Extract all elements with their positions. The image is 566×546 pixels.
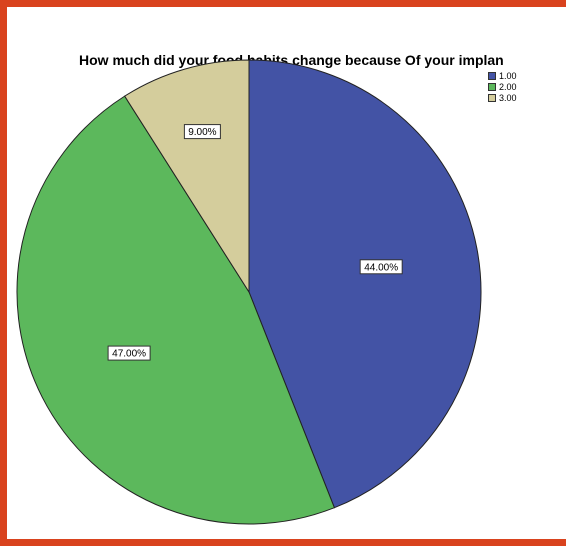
legend-swatch-1 [488, 71, 496, 80]
slice-label-text: 9.00% [188, 127, 216, 138]
legend-item-2: 2.00 [488, 81, 517, 92]
legend-swatch-3 [488, 93, 496, 102]
chart-title: How much did your food habits change bec… [79, 52, 504, 68]
slice-label-box [107, 345, 151, 361]
legend-label-3: 3.00 [499, 92, 517, 103]
legend-label-1: 1.00 [499, 70, 517, 81]
legend-item-1: 1.00 [488, 70, 517, 81]
slice-label-box [359, 259, 403, 275]
legend-swatch-2 [488, 82, 496, 91]
pie-slice-3.00 [123, 59, 250, 294]
slice-label-box [183, 124, 221, 140]
chart-legend: 1.00 2.00 3.00 [488, 70, 517, 103]
slice-label-1.00: 44.00% [359, 259, 403, 275]
pie-slice-2.00 [16, 95, 336, 525]
slice-label-2.00: 47.00% [107, 345, 151, 361]
slice-label-3.00: 9.00% [183, 124, 221, 140]
pie-slice-1.00 [248, 59, 482, 509]
legend-item-3: 3.00 [488, 92, 517, 103]
legend-label-2: 2.00 [499, 81, 517, 92]
slice-label-text: 44.00% [364, 262, 398, 273]
slice-label-text: 47.00% [112, 349, 146, 360]
